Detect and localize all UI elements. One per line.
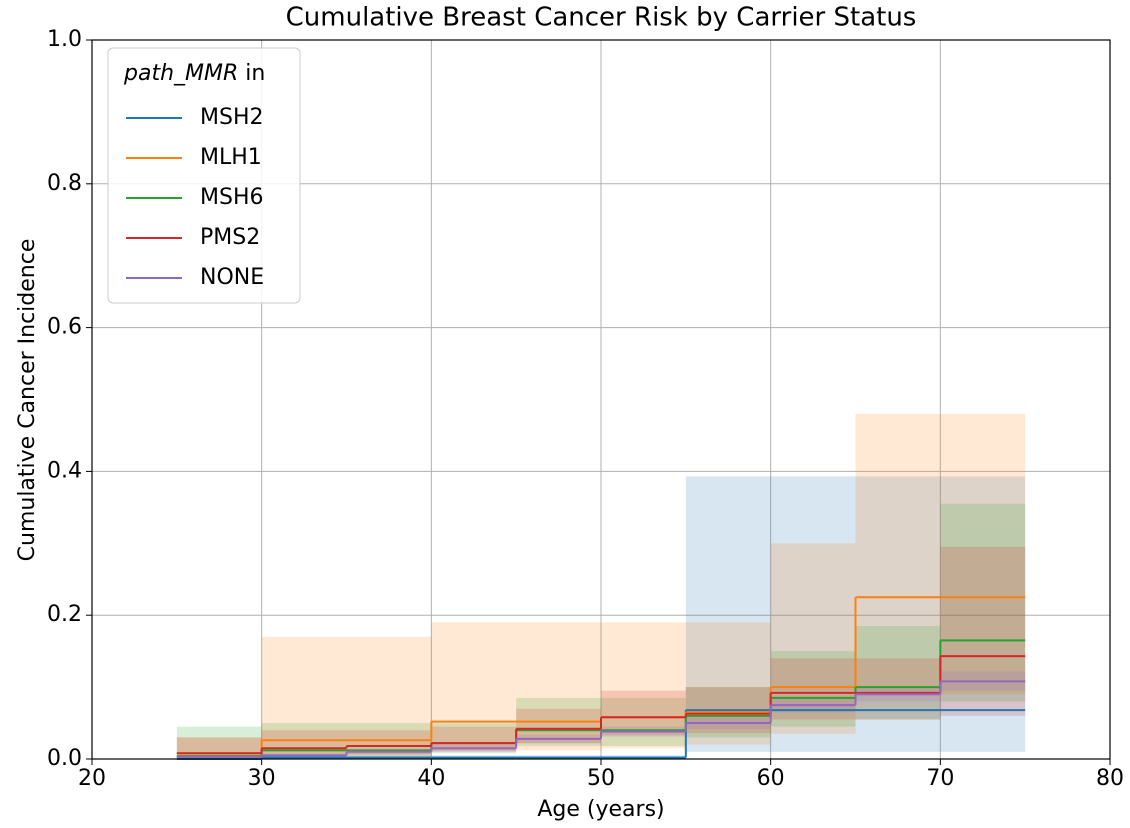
x-axis-label: Age (years) bbox=[537, 797, 664, 822]
x-tick-label: 70 bbox=[926, 766, 954, 791]
plot-frame bbox=[91, 39, 1111, 760]
confidence-band bbox=[516, 708, 601, 744]
confidence-band bbox=[685, 622, 771, 745]
confidence-band bbox=[601, 622, 686, 749]
confidence-band bbox=[601, 690, 686, 736]
confidence-band bbox=[346, 636, 432, 757]
confidence-band bbox=[855, 476, 941, 752]
legend-label: MLH1 bbox=[200, 145, 262, 170]
legend-title-suffix: in bbox=[245, 61, 265, 86]
y-tick-label: 1.0 bbox=[47, 27, 82, 52]
legend-label: PMS2 bbox=[200, 225, 260, 250]
x-tick-label: 60 bbox=[757, 766, 785, 791]
confidence-band bbox=[685, 476, 771, 752]
confidence-band bbox=[940, 476, 1026, 752]
confidence-band bbox=[940, 503, 1026, 702]
confidence-band bbox=[261, 730, 347, 757]
confidence-band bbox=[431, 622, 517, 751]
legend-frame bbox=[107, 47, 301, 304]
y-tick-label: 0.4 bbox=[47, 458, 82, 483]
confidence-band bbox=[855, 413, 941, 695]
legend-title: path_MMR in bbox=[123, 61, 265, 86]
confidence-band bbox=[855, 625, 941, 720]
confidence-band bbox=[940, 546, 1026, 716]
y-tick-label: 0.2 bbox=[47, 602, 82, 627]
confidence-band bbox=[770, 543, 856, 734]
x-tick-label: 30 bbox=[248, 766, 276, 791]
confidence-band bbox=[261, 636, 347, 757]
legend-label: MSH2 bbox=[200, 105, 264, 130]
legend: path_MMR in MSH2 MLH1 MSH6 PMS2 NONE bbox=[107, 47, 301, 304]
x-tick-label: 40 bbox=[417, 766, 445, 791]
legend-label: MSH6 bbox=[200, 185, 264, 210]
legend-label: NONE bbox=[200, 265, 264, 290]
x-tick-label: 50 bbox=[587, 766, 615, 791]
x-tick-label: 80 bbox=[1096, 766, 1124, 791]
y-axis-label: Cumulative Cancer Incidence bbox=[15, 239, 40, 562]
y-tick-label: 0.8 bbox=[47, 171, 82, 196]
y-tick-label: 0.0 bbox=[47, 746, 82, 771]
confidence-band bbox=[176, 756, 262, 759]
confidence-band bbox=[770, 651, 856, 727]
confidence-band bbox=[940, 413, 1026, 695]
legend-title-italic: path_MMR bbox=[123, 61, 238, 86]
y-tick-label: 0.6 bbox=[47, 315, 82, 340]
x-tick-label: 20 bbox=[78, 766, 106, 791]
confidence-band bbox=[601, 697, 686, 747]
chart-title: Cumulative Breast Cancer Risk by Carrier… bbox=[286, 3, 917, 33]
